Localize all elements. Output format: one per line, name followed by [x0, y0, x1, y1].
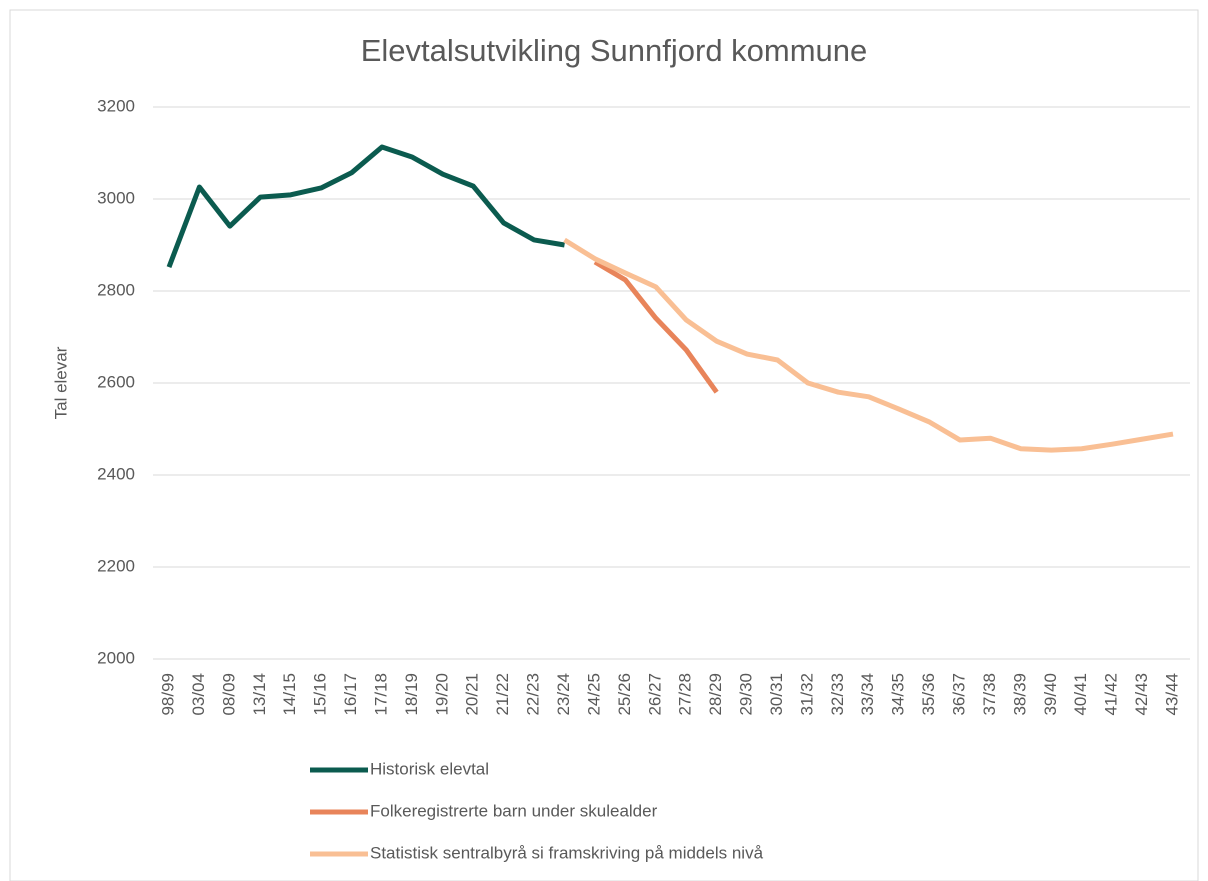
y-tick-label: 2400: [97, 464, 135, 483]
x-tick-label: 43/44: [1162, 673, 1181, 716]
x-tick-label: 31/32: [797, 673, 816, 716]
x-tick-label: 23/24: [554, 673, 573, 716]
x-tick-label: 17/18: [371, 673, 390, 716]
x-tick-label: 28/29: [706, 673, 725, 716]
y-tick-label: 2600: [97, 372, 135, 391]
legend-label: Historisk elevtal: [370, 759, 489, 778]
y-tick-label: 3000: [97, 188, 135, 207]
line-series: [563, 237, 1174, 453]
line-series: [593, 259, 719, 394]
x-tick-label: 33/34: [858, 673, 877, 716]
chart-title: Elevtalsutvikling Sunnfjord kommune: [361, 33, 868, 68]
x-tick-label: 18/19: [402, 673, 421, 716]
x-tick-label: 24/25: [584, 673, 603, 716]
legend-label: Folkeregistrerte barn under skulealder: [370, 801, 658, 820]
x-tick-label: 22/23: [524, 673, 543, 716]
x-tick-label: 36/37: [950, 673, 969, 716]
y-tick-label: 2000: [97, 648, 135, 667]
x-tick-label: 34/35: [889, 673, 908, 716]
y-tick-label: 2200: [97, 556, 135, 575]
x-tick-label: 32/33: [828, 673, 847, 716]
x-tick-label: 27/28: [676, 673, 695, 716]
x-tick-label: 39/40: [1041, 673, 1060, 716]
chart-border: [9, 9, 1199, 881]
x-tick-label: 41/42: [1102, 673, 1121, 716]
x-tick-label: 30/31: [767, 673, 786, 716]
y-tick-label: 2800: [97, 280, 135, 299]
y-tick-label: 3200: [97, 96, 135, 115]
x-tick-label: 16/17: [341, 673, 360, 716]
x-tick-label: 08/09: [219, 673, 238, 716]
x-tick-label: 20/21: [463, 673, 482, 716]
line-series: [166, 144, 565, 268]
x-tick-label: 19/20: [432, 673, 451, 716]
legend-label: Statistisk sentralbyrå si framskriving p…: [370, 843, 764, 862]
y-axis-label: Tal elevar: [51, 346, 70, 419]
x-tick-label: 40/41: [1071, 673, 1090, 716]
x-tick-label: 26/27: [645, 673, 664, 716]
x-tick-label: 38/39: [1010, 673, 1029, 716]
x-tick-label: 98/99: [158, 673, 177, 716]
x-tick-label: 25/26: [615, 673, 634, 716]
x-tick-label: 35/36: [919, 673, 938, 716]
x-tick-label: 37/38: [980, 673, 999, 716]
x-tick-label: 15/16: [311, 673, 330, 716]
x-tick-label: 29/30: [737, 673, 756, 716]
x-tick-label: 13/14: [250, 673, 269, 716]
x-tick-label: 03/04: [189, 673, 208, 716]
x-tick-label: 42/43: [1132, 673, 1151, 716]
x-tick-label: 14/15: [280, 673, 299, 716]
x-tick-label: 21/22: [493, 673, 512, 716]
